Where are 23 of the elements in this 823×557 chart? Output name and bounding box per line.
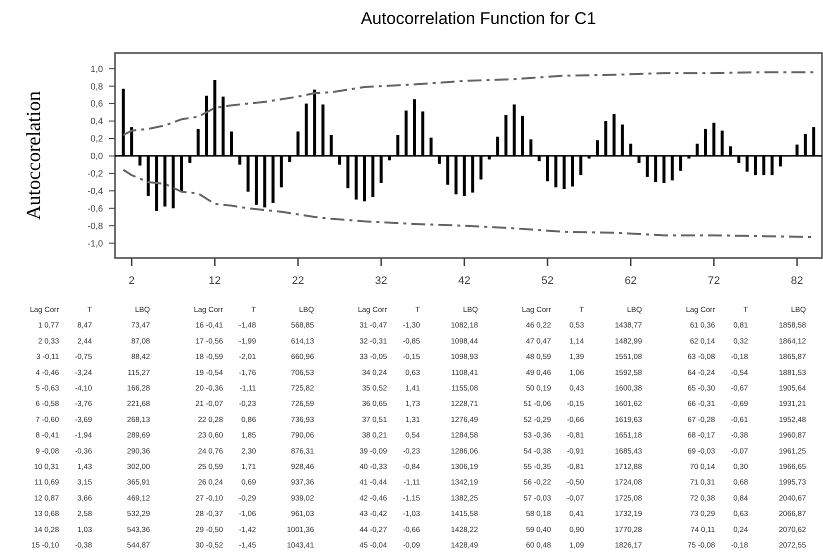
y-tick-label: 0,6 xyxy=(90,98,103,109)
x-tick-label: 12 xyxy=(208,275,221,287)
y-tick-label: -1,0 xyxy=(87,238,103,248)
x-tick-label: 52 xyxy=(541,275,554,287)
y-tick-label: -0,4 xyxy=(87,186,103,196)
x-tick-label: 42 xyxy=(458,275,470,287)
x-tick-label: 32 xyxy=(375,275,388,287)
y-tick-label: 1,0 xyxy=(90,64,103,74)
x-tick-label: 82 xyxy=(790,275,804,287)
y-tick-label: 0,8 xyxy=(90,81,103,92)
y-tick-label: 0,4 xyxy=(90,116,103,126)
line-series xyxy=(122,71,815,136)
x-tick-label: 72 xyxy=(708,275,720,287)
x-tick-label: 62 xyxy=(624,275,637,287)
y-axis-title: Autoccorelation xyxy=(23,91,45,220)
chart-title: Autocorrelation Function for C1 xyxy=(360,9,596,28)
y-tick-label: 0,0 xyxy=(90,151,103,162)
x-tick-label: 22 xyxy=(292,275,304,287)
y-tick-label: -0,2 xyxy=(87,168,103,179)
y-tick-label: 0,2 xyxy=(90,134,103,144)
y-tick-label: -0,8 xyxy=(87,220,103,231)
y-tick-label: -0,6 xyxy=(87,203,103,214)
x-tick-label: 2 xyxy=(128,275,135,287)
